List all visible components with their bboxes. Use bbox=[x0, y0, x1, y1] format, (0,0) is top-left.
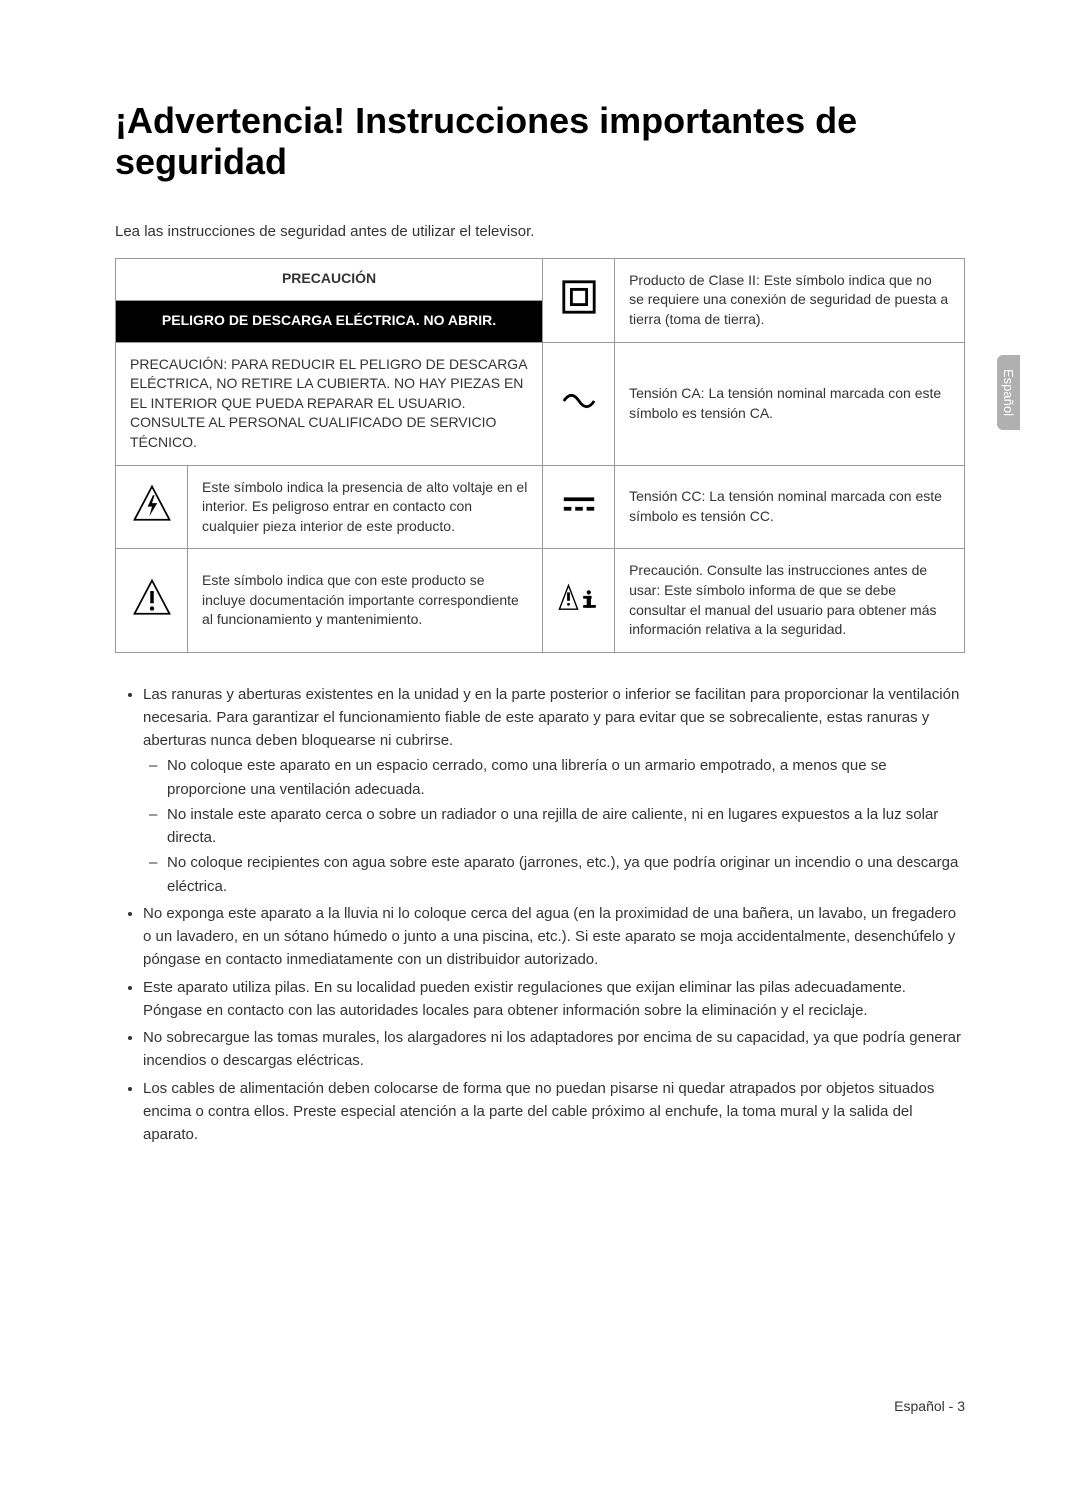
dc-icon-cell bbox=[543, 465, 615, 549]
manual-icon-cell bbox=[543, 549, 615, 652]
bullet-item: Las ranuras y aberturas existentes en la… bbox=[143, 683, 965, 898]
page-footer: Español - 3 bbox=[894, 1398, 965, 1414]
language-tab: Español bbox=[997, 355, 1020, 430]
exclaim-triangle-icon bbox=[131, 577, 173, 619]
page-title: ¡Advertencia! Instrucciones importantes … bbox=[115, 100, 965, 183]
class2-icon bbox=[560, 278, 598, 316]
bullet-item: No exponga este aparato a la lluvia ni l… bbox=[143, 902, 965, 972]
bullet-item: Este aparato utiliza pilas. En su locali… bbox=[143, 976, 965, 1023]
bullet-item: No sobrecargue las tomas murales, los al… bbox=[143, 1026, 965, 1073]
dc-icon bbox=[560, 485, 598, 523]
ac-icon-cell bbox=[543, 342, 615, 465]
sub-bullet-list: No coloque este aparato en un espacio ce… bbox=[143, 754, 965, 898]
sub-bullet-item: No coloque recipientes con agua sobre es… bbox=[167, 851, 965, 898]
precaution-text: PRECAUCIÓN: PARA REDUCIR EL PELIGRO DE D… bbox=[116, 342, 543, 465]
dc-text: Tensión CC: La tensión nominal marcada c… bbox=[615, 465, 965, 549]
safety-bullet-list: Las ranuras y aberturas existentes en la… bbox=[115, 683, 965, 1147]
sub-bullet-item: No instale este aparato cerca o sobre un… bbox=[167, 803, 965, 850]
manual-text: Precaución. Consulte las instrucciones a… bbox=[615, 549, 965, 652]
precaution-header: PRECAUCIÓN bbox=[116, 258, 543, 300]
class2-text: Producto de Clase II: Este símbolo indic… bbox=[615, 258, 965, 342]
bolt-triangle-icon bbox=[131, 483, 173, 525]
safety-table: PRECAUCIÓN Producto de Clase II: Este sí… bbox=[115, 258, 965, 653]
class2-icon-cell bbox=[543, 258, 615, 342]
intro-text: Lea las instrucciones de seguridad antes… bbox=[115, 223, 965, 240]
bullet-item: Los cables de alimentación deben colocar… bbox=[143, 1077, 965, 1147]
exclaim-text: Este símbolo indica que con este product… bbox=[188, 549, 543, 652]
ac-icon bbox=[560, 382, 598, 420]
ac-text: Tensión CA: La tensión nominal marcada c… bbox=[615, 342, 965, 465]
exclaim-icon-cell bbox=[116, 549, 188, 652]
sub-bullet-item: No coloque este aparato en un espacio ce… bbox=[167, 754, 965, 801]
bullet-text: Las ranuras y aberturas existentes en la… bbox=[143, 686, 959, 750]
bolt-text: Este símbolo indica la presencia de alto… bbox=[188, 465, 543, 549]
manual-icon bbox=[558, 577, 600, 619]
bolt-icon-cell bbox=[116, 465, 188, 549]
danger-header: PELIGRO DE DESCARGA ELÉCTRICA. NO ABRIR. bbox=[116, 300, 543, 342]
